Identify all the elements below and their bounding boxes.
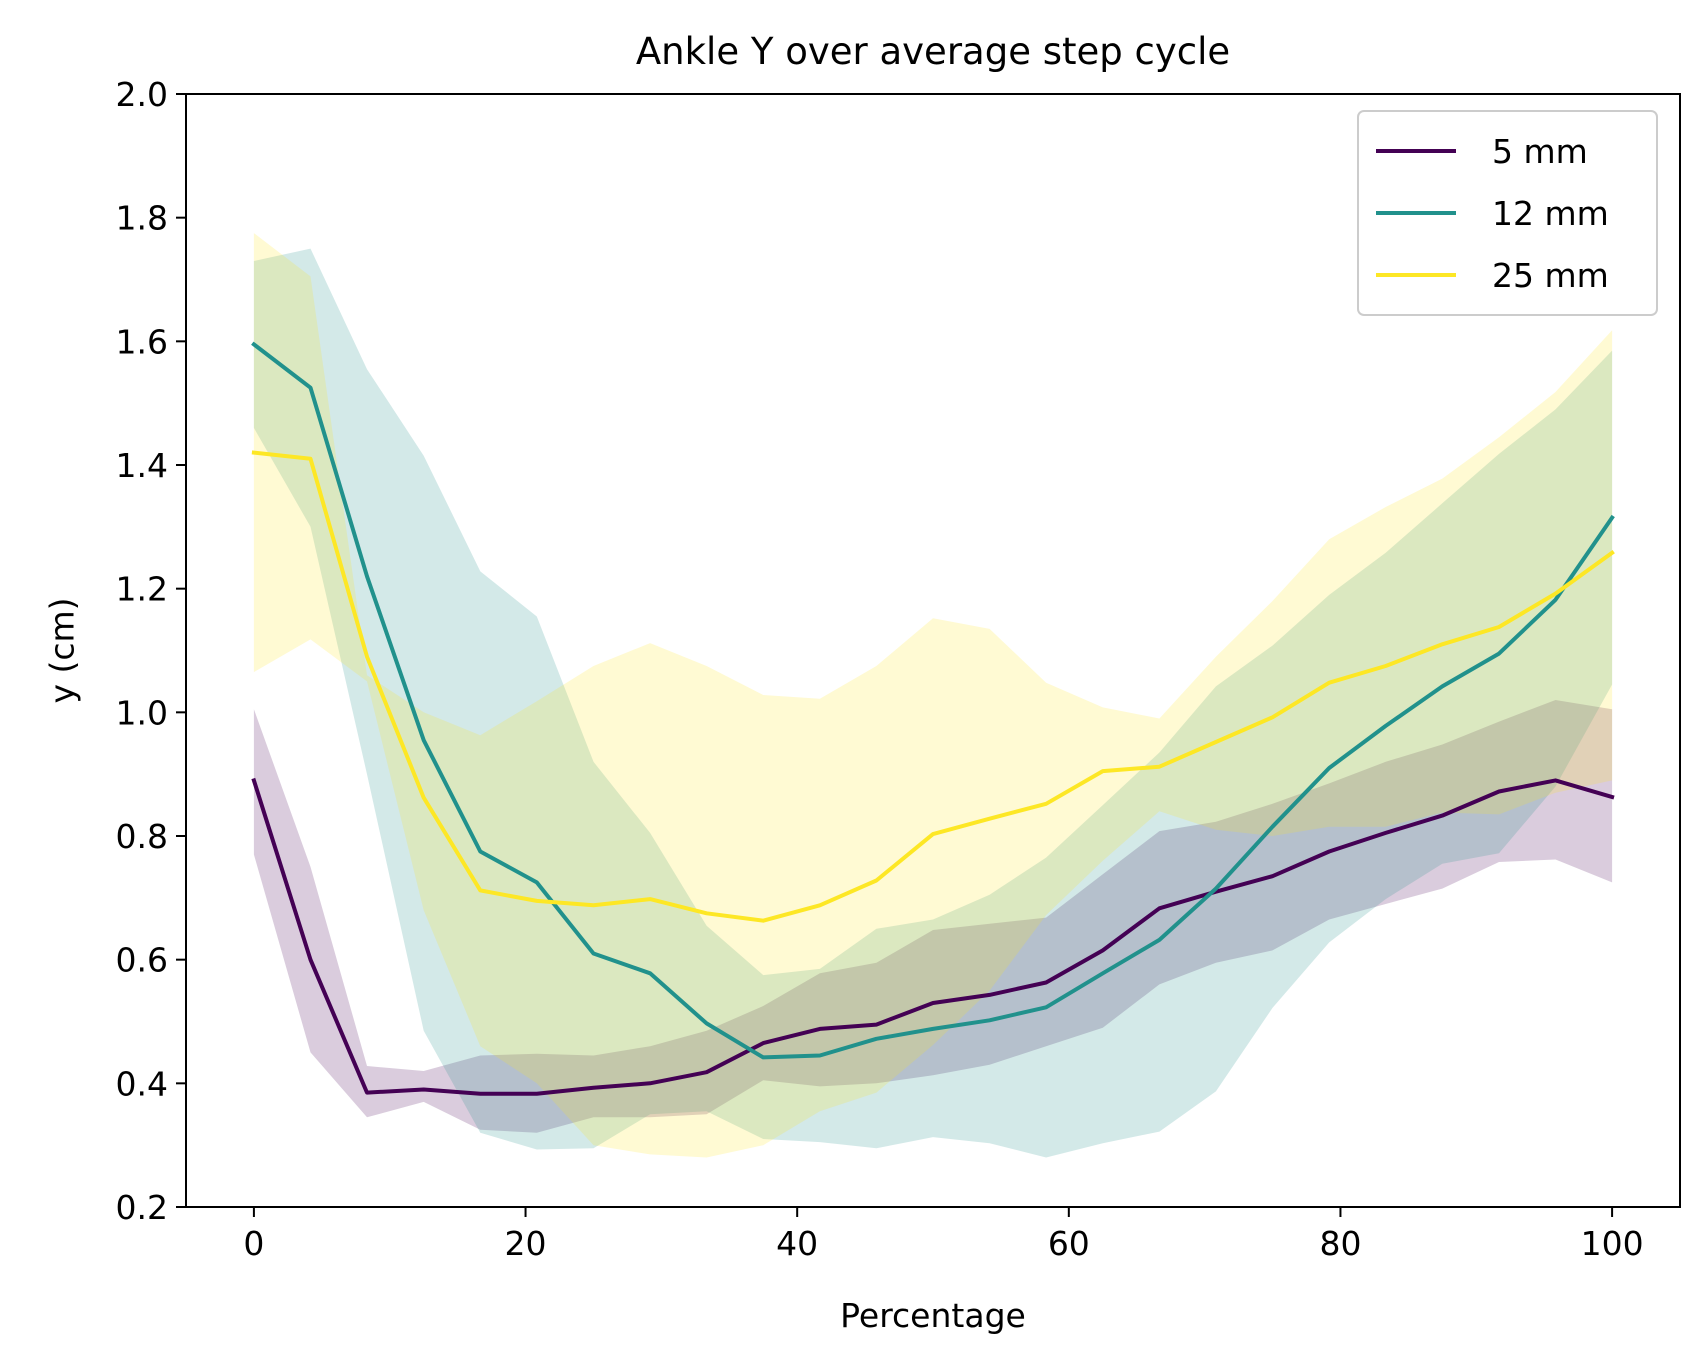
confidence-band-25-mm xyxy=(253,233,1613,1158)
x-tick-label: 80 xyxy=(1319,1224,1361,1263)
series-line-12-mm xyxy=(251,341,1615,1060)
y-tick-label: 0.8 xyxy=(116,817,168,856)
x-axis-label: Percentage xyxy=(840,1296,1026,1335)
y-tick-label: 1.8 xyxy=(116,199,168,238)
series-line-5-mm xyxy=(251,777,1615,1096)
legend-label: 5 mm xyxy=(1492,132,1588,171)
y-tick-label: 1.6 xyxy=(116,322,168,361)
y-tick-label: 0.2 xyxy=(116,1188,168,1227)
confidence-band-5-mm xyxy=(253,700,1613,1133)
x-tick-label: 100 xyxy=(1581,1224,1644,1263)
y-axis-label: y (cm) xyxy=(43,597,82,703)
y-tick-label: 1.0 xyxy=(116,693,168,732)
y-tick-label: 0.4 xyxy=(116,1064,168,1103)
x-tick-label: 40 xyxy=(776,1224,818,1263)
legend-label: 12 mm xyxy=(1492,194,1609,233)
legend-label: 25 mm xyxy=(1492,256,1609,295)
y-tick-label: 1.2 xyxy=(116,570,168,609)
x-tick-label: 20 xyxy=(505,1224,547,1263)
y-tick-label: 1.4 xyxy=(116,446,168,485)
x-tick-label: 0 xyxy=(243,1224,264,1263)
x-tick-label: 60 xyxy=(1048,1224,1090,1263)
legend-box xyxy=(1357,110,1658,316)
confidence-band-12-mm xyxy=(253,248,1613,1158)
y-tick-label: 0.6 xyxy=(116,941,168,980)
y-tick-label: 2.0 xyxy=(116,75,168,114)
chart-title: Ankle Y over average step cycle xyxy=(636,30,1230,73)
legend: 5 mm 12 mm 25 mm xyxy=(1357,110,1658,316)
series-line-25-mm xyxy=(251,450,1615,923)
plot-frame xyxy=(185,93,1681,1208)
